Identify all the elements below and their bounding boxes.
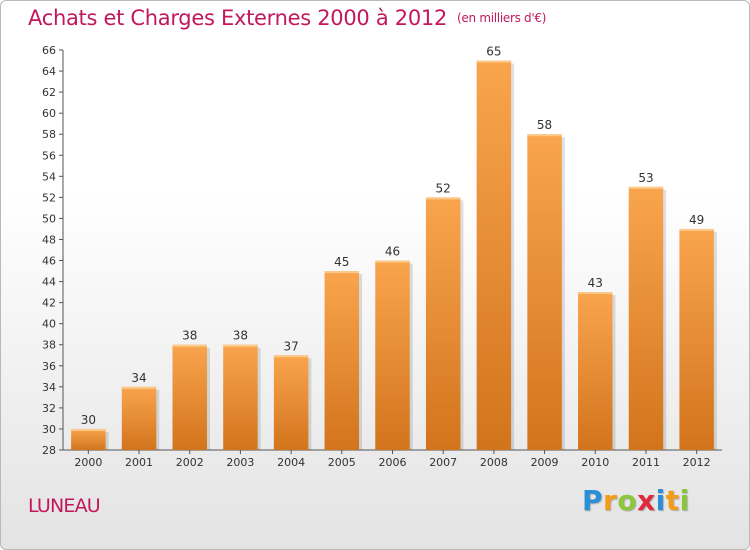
data-label: 38: [182, 329, 197, 343]
data-label: 37: [283, 339, 298, 353]
x-tick-label: 2005: [328, 456, 356, 469]
chart-title: Achats et Charges Externes 2000 à 2012 (e…: [28, 6, 546, 30]
bar-2006[interactable]: [375, 260, 410, 450]
bar-top-highlight: [476, 60, 512, 63]
bar-top-highlight: [121, 386, 157, 389]
logo-letter: o: [617, 484, 638, 517]
bar-2009[interactable]: [527, 134, 562, 451]
bar-2007[interactable]: [425, 197, 461, 450]
data-label: 30: [81, 413, 96, 427]
x-tick-label: 2003: [226, 456, 254, 469]
y-tick-label: 46: [42, 255, 56, 268]
bar-2002[interactable]: [172, 344, 207, 450]
y-tick-label: 56: [42, 149, 56, 162]
bar-top-highlight: [628, 186, 664, 189]
x-tick-label: 2011: [632, 456, 660, 469]
x-tick-label: 2004: [277, 456, 305, 469]
proxiti-logo[interactable]: Proxiti: [582, 484, 690, 517]
y-tick-label: 58: [42, 128, 56, 141]
bar-2004[interactable]: [273, 355, 309, 450]
logo-letter: P: [582, 484, 604, 517]
x-tick-label: 2007: [429, 456, 457, 469]
y-tick-label: 42: [42, 297, 56, 310]
bar-top-highlight: [172, 344, 207, 347]
data-label: 53: [638, 171, 653, 185]
y-tick-label: 52: [42, 191, 56, 204]
bar-2008[interactable]: [476, 60, 512, 451]
x-tick-label: 2006: [379, 456, 407, 469]
bar-2000[interactable]: [71, 428, 106, 450]
bar-2005[interactable]: [324, 271, 360, 450]
y-tick-label: 40: [42, 318, 56, 331]
y-tick-label: 28: [42, 444, 56, 457]
bar-top-highlight: [71, 428, 106, 431]
data-label: 43: [588, 276, 603, 290]
bar-2012[interactable]: [679, 228, 714, 450]
data-label: 58: [537, 118, 552, 132]
x-tick-label: 2010: [581, 456, 609, 469]
data-label: 34: [131, 371, 146, 385]
bar-2001[interactable]: [121, 386, 157, 450]
bar-top-highlight: [375, 260, 410, 263]
y-tick-label: 32: [42, 402, 56, 415]
chart-subtitle: (en milliers d'€): [457, 11, 547, 25]
y-tick-label: 60: [42, 107, 56, 120]
x-tick-label: 2000: [74, 456, 102, 469]
bar-top-highlight: [679, 228, 714, 231]
bar-top-highlight: [578, 292, 613, 295]
data-label: 52: [436, 181, 451, 195]
city-name: LUNEAU: [28, 495, 101, 517]
bar-top-highlight: [425, 197, 461, 200]
x-tick-label: 2012: [683, 456, 711, 469]
y-tick-label: 44: [42, 276, 56, 289]
y-tick-label: 36: [42, 360, 56, 373]
bar-top-highlight: [324, 271, 360, 274]
y-tick-label: 54: [42, 170, 56, 183]
y-tick-label: 64: [42, 65, 56, 78]
chart-title-text: Achats et Charges Externes 2000 à 2012: [28, 6, 448, 30]
data-label: 45: [334, 255, 349, 269]
bar-top-highlight: [527, 134, 562, 137]
bar-2010[interactable]: [578, 292, 613, 450]
data-label: 46: [385, 245, 400, 259]
data-label: 65: [486, 45, 501, 59]
bar-2011[interactable]: [628, 186, 664, 450]
logo-letter: x: [637, 484, 656, 517]
logo-letter: i: [655, 484, 666, 517]
data-label: 49: [689, 213, 704, 227]
data-label: 38: [233, 329, 248, 343]
y-tick-label: 62: [42, 86, 56, 99]
y-tick-label: 38: [42, 339, 56, 352]
y-tick-label: 34: [42, 381, 56, 394]
bar-top-highlight: [273, 355, 309, 358]
x-tick-label: 2001: [125, 456, 153, 469]
bar-top-highlight: [223, 344, 258, 347]
logo-letter: i: [679, 484, 690, 517]
x-tick-label: 2008: [480, 456, 508, 469]
y-tick-label: 50: [42, 212, 56, 225]
logo-letter: r: [603, 484, 618, 517]
y-tick-label: 48: [42, 233, 56, 246]
x-tick-label: 2009: [531, 456, 559, 469]
x-tick-label: 2002: [176, 456, 204, 469]
y-tick-label: 30: [42, 423, 56, 436]
bar-2003[interactable]: [223, 344, 258, 450]
logo-letter: t: [665, 484, 680, 517]
y-tick-label: 66: [42, 44, 56, 57]
